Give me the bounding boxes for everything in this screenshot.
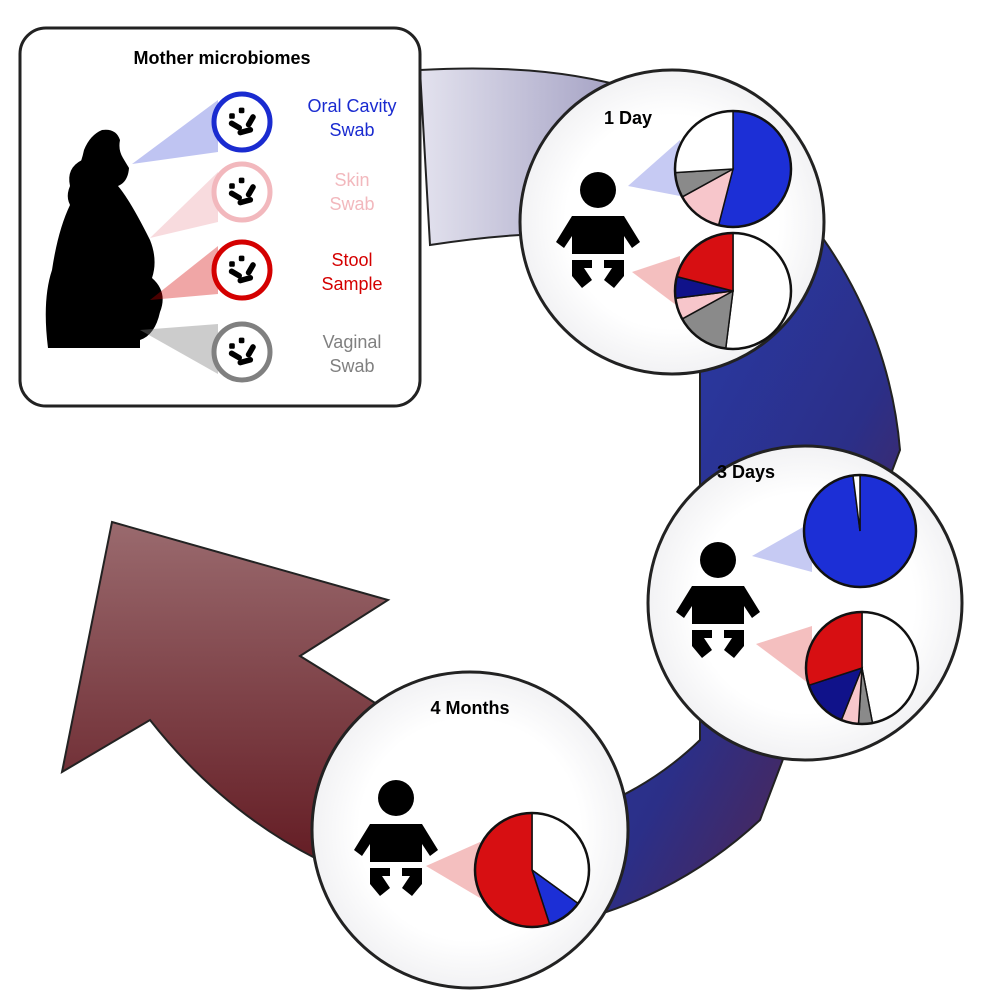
baby-head [580,172,616,208]
label-stool-line2: Sample [321,274,382,294]
source-skin [211,161,273,223]
cone-1day-stool [632,256,680,308]
baby-legs [370,868,422,896]
pie-4 [804,610,920,726]
timepoint-1day-label: 1 Day [604,108,652,128]
baby-legs [572,260,624,288]
pie-3 [802,473,918,589]
baby-head [378,780,414,816]
baby-icon-3days [676,542,760,658]
timepoint-4months-label: 4 Months [431,698,510,718]
label-stool-line1: Stool [331,250,372,270]
baby-body [676,586,760,624]
cone-4months-stool [426,842,480,898]
source-vaginal [211,321,273,383]
mother-ponytail-icon [67,160,84,210]
mother-panel: Mother microbiomes Oral Cavity Swab Sk [18,26,422,408]
label-vaginal-line1: Vaginal [323,332,382,352]
pie-charts [473,109,920,929]
pie-outline [673,231,793,351]
cone-3days-stool [756,626,812,686]
baby-icon-1day [556,172,640,288]
cone-vaginal [140,324,218,374]
label-oral-line2: Swab [329,120,374,140]
label-vaginal-line2: Swab [329,356,374,376]
source-oral [211,91,273,153]
pie-outline [673,109,793,229]
cone-stool [150,246,218,300]
timepoint-3days-label: 3 Days [717,462,775,482]
timepoint-4months-circle [310,670,630,990]
baby-icon-4months [354,780,438,896]
label-skin-line1: Skin [334,170,369,190]
label-skin-line2: Swab [329,194,374,214]
source-stool [211,239,273,301]
source-stool-ring [211,239,273,301]
cone-3days-oral [752,522,812,572]
pie-2 [673,231,793,351]
label-oral-line1: Oral Cavity [307,96,396,116]
baby-legs [692,630,744,658]
timepoint-4months: 4 Months [310,670,630,990]
baby-body [556,216,640,254]
pie-1 [673,109,793,229]
source-skin-ring [211,161,273,223]
pie-outline [802,473,918,589]
baby-body [354,824,438,862]
cone-oral [132,100,218,164]
mother-panel-title: Mother microbiomes [133,48,310,68]
pie-outline [473,811,591,929]
pie-outline [804,610,920,726]
source-vaginal-ring [211,321,273,383]
baby-head [700,542,736,578]
source-oral-ring [211,91,273,153]
cone-skin [150,172,218,238]
pie-5 [473,811,591,929]
cone-1day-oral [628,140,680,196]
